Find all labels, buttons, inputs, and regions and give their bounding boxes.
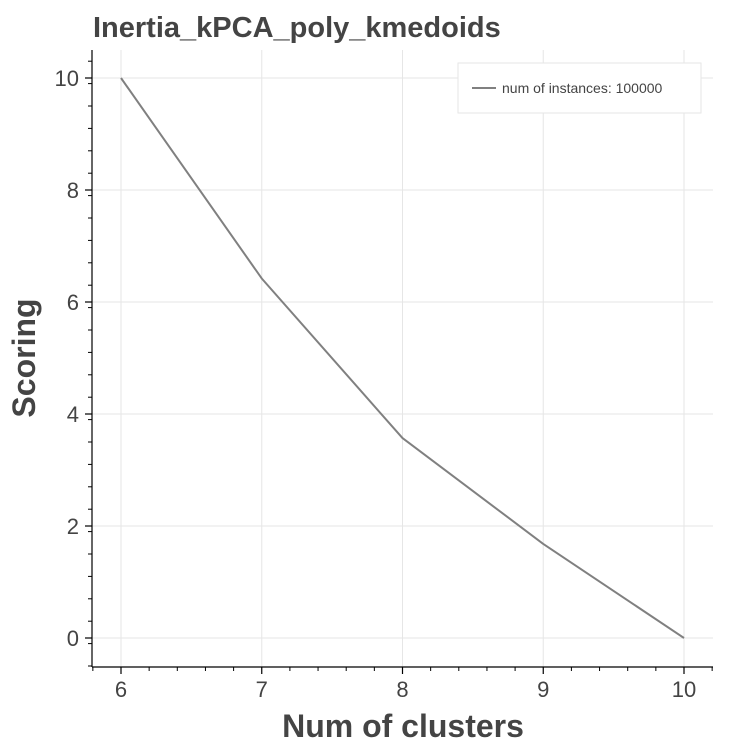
grid [92,50,713,667]
x-tick-label: 8 [396,677,408,702]
legend-label: num of instances: 100000 [502,80,663,96]
legend: num of instances: 100000 [457,62,702,114]
x-tick-label: 10 [672,677,696,702]
y-tick-label: 6 [67,290,79,315]
y-ticks: 0 2 4 6 8 10 [55,60,92,667]
y-tick-label: 8 [67,178,79,203]
y-tick-label: 10 [55,66,79,91]
y-axis-label: Scoring [6,298,42,417]
y-tick-label: 0 [67,626,79,651]
chart-title: Inertia_kPCA_poly_kmedoids [93,12,501,44]
x-axis-label: Num of clusters [282,708,524,744]
series-line [120,77,685,639]
x-tick-label: 6 [115,677,127,702]
series-layer [120,77,685,639]
x-tick-label: 9 [537,677,549,702]
x-ticks: 6 7 8 9 10 [92,667,713,702]
y-tick-label: 4 [67,402,79,427]
legend-box [457,62,702,114]
x-tick-label: 7 [256,677,268,702]
y-tick-label: 2 [67,514,79,539]
